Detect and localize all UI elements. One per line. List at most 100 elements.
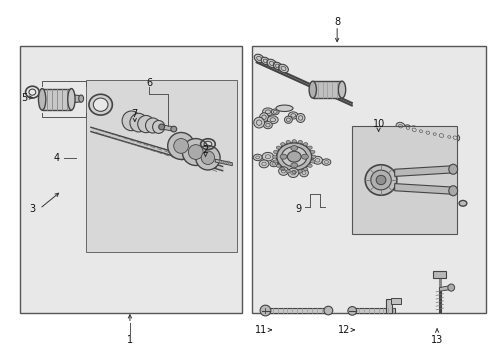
Ellipse shape [89,94,112,115]
Text: 4: 4 [54,153,60,163]
Ellipse shape [448,164,457,174]
Bar [86,80,237,252]
Bar [432,271,445,278]
Ellipse shape [404,125,410,131]
Ellipse shape [395,122,404,130]
Text: 12: 12 [338,325,350,335]
Ellipse shape [275,105,292,112]
Ellipse shape [273,150,277,153]
Polygon shape [71,95,81,103]
Ellipse shape [409,126,418,134]
Text: 2: 2 [202,144,208,154]
Ellipse shape [272,155,276,158]
Ellipse shape [158,124,164,130]
Ellipse shape [79,95,83,102]
Ellipse shape [93,98,108,111]
Ellipse shape [347,307,356,315]
Ellipse shape [182,139,209,166]
Ellipse shape [338,81,345,98]
Text: 1: 1 [126,334,133,345]
Bar [390,298,400,304]
Ellipse shape [254,54,264,63]
Text: 8: 8 [333,17,340,27]
Polygon shape [439,286,451,291]
Ellipse shape [278,64,288,73]
Text: 3: 3 [29,204,35,214]
Ellipse shape [276,164,280,167]
Ellipse shape [188,145,203,159]
Ellipse shape [307,146,311,149]
Ellipse shape [324,306,332,315]
Ellipse shape [280,143,285,146]
Ellipse shape [312,156,322,164]
Ellipse shape [262,108,273,116]
Ellipse shape [298,140,302,144]
Ellipse shape [280,154,286,159]
Ellipse shape [145,118,160,133]
Ellipse shape [296,113,305,122]
Ellipse shape [285,170,290,173]
Bar [20,45,242,313]
Ellipse shape [152,121,164,134]
Bar [350,308,394,314]
Ellipse shape [122,111,141,131]
Ellipse shape [290,145,297,150]
Ellipse shape [436,131,446,140]
Ellipse shape [260,305,270,316]
Ellipse shape [167,132,194,159]
Ellipse shape [273,160,277,163]
Text: 11: 11 [255,325,267,335]
Ellipse shape [447,284,454,291]
Ellipse shape [276,143,311,171]
Ellipse shape [311,155,315,158]
Ellipse shape [430,131,437,137]
Ellipse shape [299,169,308,177]
Ellipse shape [290,163,297,168]
Ellipse shape [259,160,268,168]
Bar [251,45,485,313]
Ellipse shape [276,146,280,149]
Ellipse shape [173,139,188,153]
Ellipse shape [450,134,459,141]
Polygon shape [312,81,341,98]
Polygon shape [161,125,173,131]
Ellipse shape [266,59,276,68]
Ellipse shape [310,150,314,153]
Ellipse shape [365,165,396,195]
Ellipse shape [310,160,314,163]
Ellipse shape [288,112,298,119]
Ellipse shape [278,167,288,175]
Ellipse shape [370,170,390,190]
Ellipse shape [287,168,298,177]
Text: 7: 7 [131,109,138,119]
Ellipse shape [201,151,214,165]
Ellipse shape [308,81,316,98]
Polygon shape [394,166,453,176]
Bar [264,308,327,314]
Ellipse shape [285,140,290,144]
Ellipse shape [375,175,385,185]
Ellipse shape [303,143,307,146]
Polygon shape [394,184,453,194]
Text: 13: 13 [430,334,442,345]
Text: 10: 10 [372,120,384,129]
Ellipse shape [138,116,154,133]
Bar [385,299,391,314]
Bar [351,126,456,234]
Ellipse shape [262,152,273,161]
Ellipse shape [284,116,292,123]
Ellipse shape [261,57,269,65]
Ellipse shape [39,89,46,110]
Ellipse shape [322,159,330,165]
Ellipse shape [458,201,466,206]
Ellipse shape [423,129,431,136]
Ellipse shape [280,167,285,171]
Ellipse shape [263,122,272,129]
Text: 9: 9 [294,204,301,214]
Ellipse shape [281,147,306,167]
Ellipse shape [417,128,424,134]
Ellipse shape [195,145,220,170]
Ellipse shape [170,126,176,132]
Ellipse shape [298,170,302,173]
Ellipse shape [287,151,301,162]
